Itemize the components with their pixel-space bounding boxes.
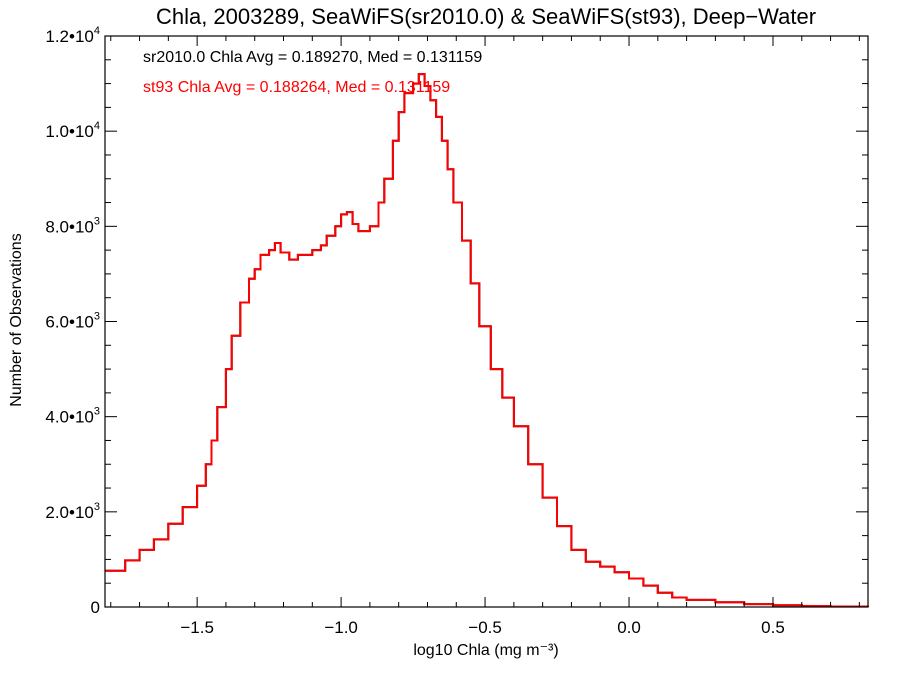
y-axis-label: Number of Observations [8, 233, 25, 406]
y-tick-label: 4.0•103 [45, 406, 100, 427]
series-line-0 [105, 73, 869, 608]
y-tick-label: 2.0•103 [45, 501, 100, 522]
series-line-1 [105, 73, 869, 608]
axes: −1.5 −1.0 −0.5 0.0 0.5 0 2.0•103 4.0•103 6.0•103… [45, 25, 869, 637]
plot-area [105, 73, 869, 608]
chart-title: Chla, 2003289, SeaWiFS(sr2010.0) & SeaWi… [156, 4, 816, 29]
y-tick-label: 1.0•104 [45, 120, 100, 141]
y-tick-label: 6.0•103 [45, 311, 100, 332]
x-tick-label: −0.5 [468, 618, 502, 637]
annotation-sr2010: sr2010.0 Chla Avg = 0.189270, Med = 0.13… [143, 49, 482, 66]
x-tick-label: 0.0 [617, 618, 641, 637]
x-tick-label: −1.5 [180, 618, 214, 637]
x-tick-label: 0.5 [761, 618, 785, 637]
x-axis-label: log10 Chla (mg m⁻³) [413, 642, 558, 659]
plot-frame [104, 35, 869, 608]
x-tick-label: −1.0 [324, 618, 358, 637]
y-tick-label: 1.2•104 [45, 25, 100, 46]
y-tick-label: 0 [91, 598, 100, 617]
y-tick-label: 8.0•103 [45, 215, 100, 236]
annotation-st93: st93 Chla Avg = 0.188264, Med = 0.131159 [143, 79, 450, 96]
